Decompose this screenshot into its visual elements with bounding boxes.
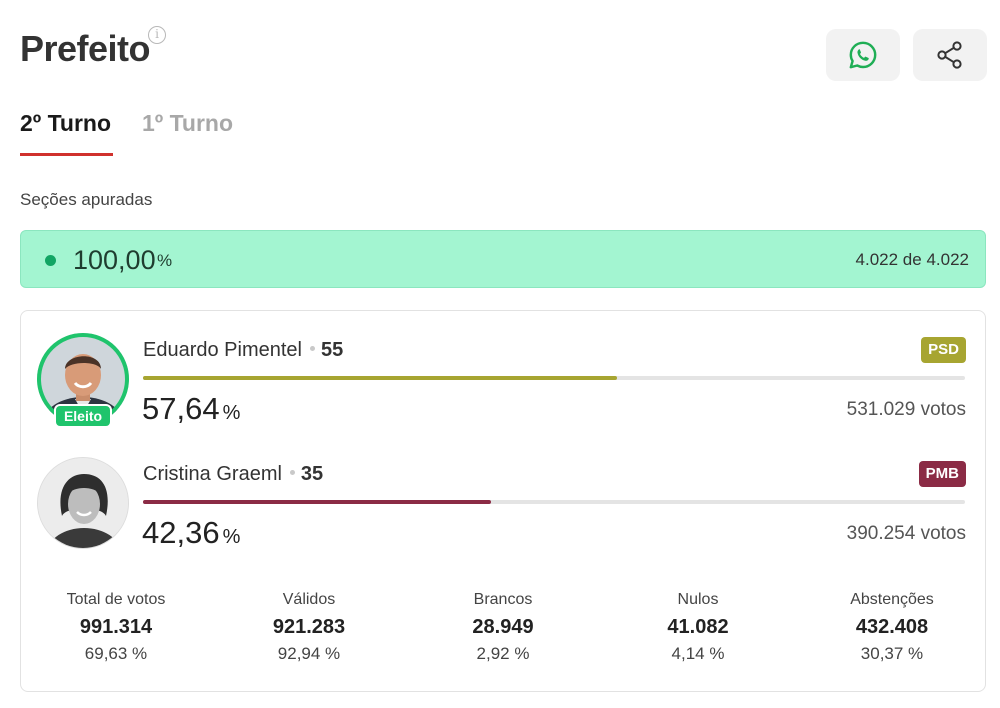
whatsapp-icon [849, 41, 877, 69]
whatsapp-share-button[interactable] [826, 29, 900, 81]
stat-percent: 2,92 % [476, 644, 530, 663]
percent-symbol: % [222, 402, 241, 424]
secoes-count: 4.022 de 4.022 [855, 250, 969, 269]
vote-bar-fill [143, 500, 492, 504]
vote-bar [143, 376, 965, 380]
secoes-percent: 100,00 [73, 245, 156, 275]
candidate-row[interactable]: Eleito Eduardo Pimentel 55 PSD 57,64% 531… [21, 331, 987, 451]
status-dot-icon [45, 255, 56, 266]
stat-value: 921.283 [272, 616, 346, 638]
candidate-percent: 42,36 [142, 515, 220, 550]
candidate-row[interactable]: Cristina Graeml 35 PMB 42,36% 390.254 vot… [21, 455, 987, 575]
stat-abstencoes: Abstenções 432.408 30,37 % [797, 591, 987, 665]
stat-label: Nulos [677, 591, 719, 608]
secoes-label: Seções apuradas [20, 190, 153, 209]
vote-stats: Total de votos 991.314 69,63 % Válidos 9… [21, 591, 987, 671]
stat-label: Válidos [282, 591, 336, 608]
stat-label: Brancos [473, 591, 533, 608]
party-badge: PSD [921, 337, 966, 363]
stat-percent: 92,94 % [277, 644, 341, 663]
stat-percent: 4,14 % [671, 644, 725, 663]
stat-value: 28.949 [472, 616, 534, 638]
candidate-percent-line: 57,64% [142, 391, 240, 427]
candidate-photo [37, 457, 129, 549]
page-title: Prefeito [20, 28, 151, 69]
vote-bar [143, 500, 965, 504]
candidate-votes: 531.029 votos [846, 399, 966, 420]
round-tabs: 2º Turno 1º Turno [20, 108, 420, 158]
candidate-percent: 57,64 [142, 391, 220, 426]
tab-1-turno[interactable]: 1º Turno [142, 110, 234, 136]
stat-label: Abstenções [850, 591, 934, 608]
party-badge: PMB [918, 461, 966, 487]
share-icon [937, 41, 962, 69]
percent-symbol: % [222, 526, 241, 548]
share-button[interactable] [913, 29, 987, 81]
stat-percent: 69,63 % [84, 644, 148, 663]
candidate-name: Cristina Graeml [143, 463, 282, 485]
separator-dot [289, 470, 295, 476]
stat-brancos: Brancos 28.949 2,92 % [408, 591, 598, 665]
info-icon[interactable]: i [148, 26, 166, 44]
stat-value: 41.082 [667, 616, 729, 638]
secoes-progress: 100,00 % 4.022 de 4.022 [20, 230, 986, 288]
candidate-name: Eduardo Pimentel [143, 339, 302, 361]
candidate-name-line: Eduardo Pimentel 55 [143, 339, 343, 362]
stat-percent: 30,37 % [860, 644, 924, 663]
elected-badge: Eleito [54, 404, 112, 428]
separator-dot [309, 346, 315, 352]
candidate-percent-line: 42,36% [142, 515, 240, 551]
candidate-number: 55 [320, 339, 344, 361]
stat-validos: Válidos 921.283 92,94 % [214, 591, 404, 665]
tab-2-turno[interactable]: 2º Turno [20, 110, 113, 156]
candidate-number: 35 [300, 463, 324, 485]
results-card: Eleito Eduardo Pimentel 55 PSD 57,64% 531… [20, 310, 986, 692]
candidate-name-line: Cristina Graeml 35 [143, 463, 323, 486]
candidate-votes: 390.254 votos [846, 523, 966, 544]
secoes-percent-symbol: % [157, 251, 173, 270]
stat-label: Total de votos [66, 591, 166, 608]
vote-bar-fill [143, 376, 617, 380]
stat-nulos: Nulos 41.082 4,14 % [603, 591, 793, 665]
stat-value: 432.408 [855, 616, 929, 638]
stat-value: 991.314 [79, 616, 153, 638]
stat-total-votos: Total de votos 991.314 69,63 % [21, 591, 211, 665]
